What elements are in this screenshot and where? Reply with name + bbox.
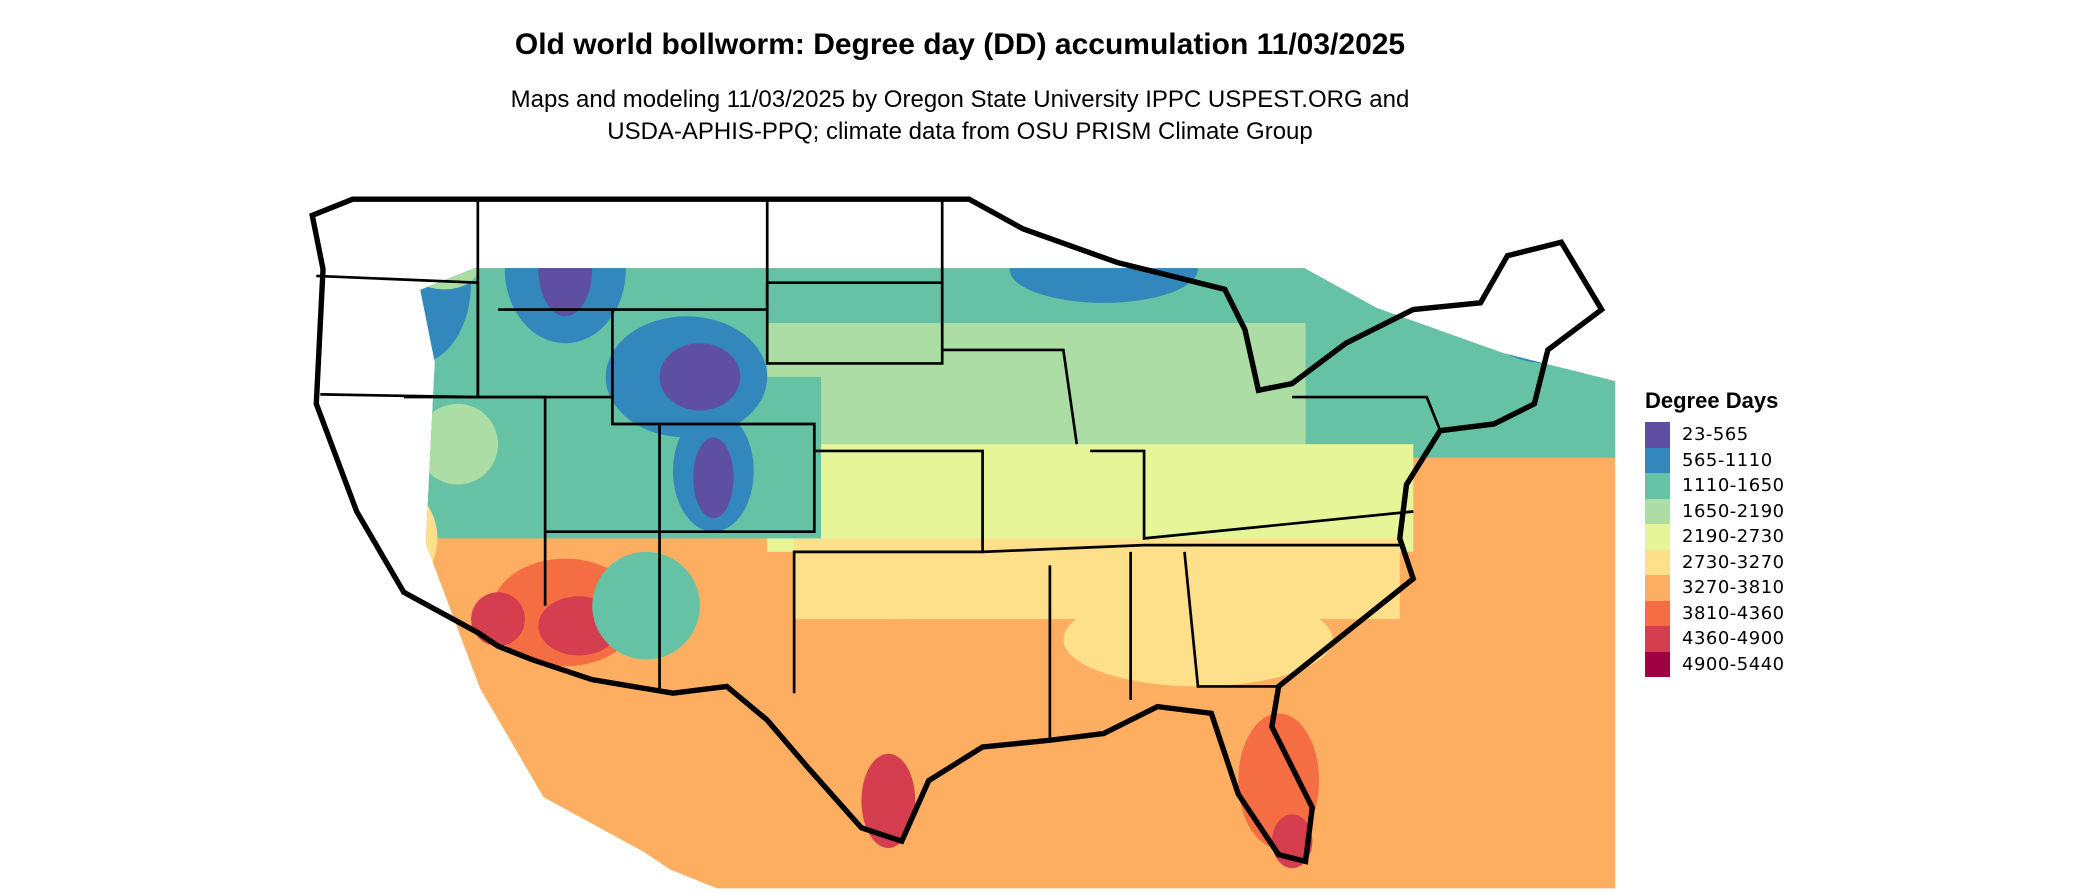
legend-label: 23-565	[1682, 424, 1749, 446]
legend-items: 23-565 565-1110 1110-1650 1650-2190 2190-273…	[1645, 422, 1785, 677]
legend-swatch	[1645, 473, 1670, 499]
legend: Degree Days 23-565 565-1110 1110-1650 1650-…	[1645, 388, 1785, 677]
legend-swatch	[1645, 626, 1670, 652]
legend-swatch	[1645, 549, 1670, 575]
legend-item: 3270-3810	[1645, 575, 1785, 601]
legend-label: 4360-4900	[1682, 628, 1785, 650]
legend-title: Degree Days	[1645, 388, 1779, 413]
legend-item: 1110-1650	[1645, 473, 1785, 499]
subtitle-line-2: USDA-APHIS-PPQ; climate data from OSU PR…	[607, 118, 1313, 145]
legend-label: 3810-4360	[1682, 602, 1785, 624]
degree-day-raster	[420, 268, 1629, 889]
legend-item: 3810-4360	[1645, 600, 1785, 626]
legend-label: 3270-3810	[1682, 577, 1785, 599]
state-borders	[310, 197, 1604, 864]
map-title: Old world bollworm: Degree day (DD) accu…	[514, 28, 1406, 61]
legend-label: 2190-2730	[1682, 526, 1785, 548]
legend-swatch	[1645, 447, 1670, 473]
legend-label: 1650-2190	[1682, 500, 1785, 522]
subtitle-line-1: Maps and modeling 11/03/2025 by Oregon S…	[510, 86, 1410, 113]
legend-label: 2730-3270	[1682, 551, 1785, 573]
legend-label: 565-1110	[1682, 449, 1773, 471]
legend-item: 23-565	[1645, 422, 1785, 448]
legend-swatch	[1645, 422, 1670, 448]
legend-item: 2190-2730	[1645, 524, 1785, 550]
legend-label: 4900-5440	[1682, 653, 1785, 675]
legend-swatch	[1645, 524, 1670, 550]
legend-swatch	[1645, 575, 1670, 601]
legend-item: 1650-2190	[1645, 498, 1785, 524]
legend-swatch	[1645, 600, 1670, 626]
legend-swatch	[1645, 651, 1670, 677]
legend-item: 4360-4900	[1645, 626, 1785, 652]
legend-label: 1110-1650	[1682, 475, 1785, 497]
legend-item: 4900-5440	[1645, 651, 1785, 677]
legend-item: 565-1110	[1645, 447, 1785, 473]
map-subtitle: Maps and modeling 11/03/2025 by Oregon S…	[0, 84, 1920, 148]
legend-item: 2730-3270	[1645, 549, 1785, 575]
legend-swatch	[1645, 498, 1670, 524]
